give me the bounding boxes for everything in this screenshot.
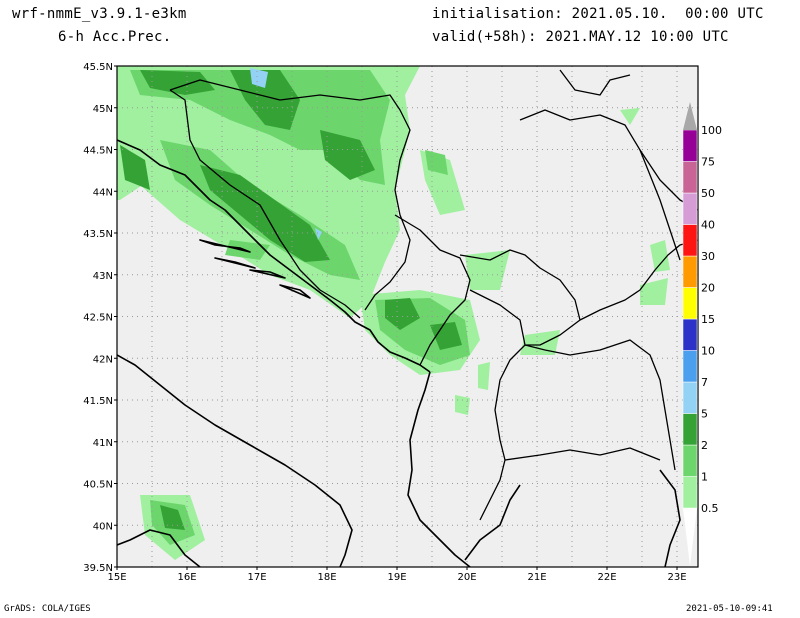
legend-label: 100 (701, 124, 722, 137)
timestamp-label: 2021-05-10-09:41 (686, 604, 773, 614)
lat-label: 45N (93, 104, 113, 115)
legend-label: 50 (701, 187, 715, 200)
lat-lon-grid (117, 66, 698, 567)
model-name: wrf-nmmE_v3.9.1-e3km (12, 6, 187, 22)
legend-swatch (682, 129, 698, 162)
lon-label: 18E (317, 572, 336, 583)
legend-swatch (682, 476, 698, 509)
lon-label: 20E (457, 572, 476, 583)
italy-heel (117, 529, 201, 567)
legend-label: 20 (701, 282, 715, 295)
legend-swatch (682, 287, 698, 320)
lon-label: 22E (597, 572, 616, 583)
legend-swatch (682, 255, 698, 288)
legend-swatch (682, 318, 698, 351)
legend-swatch (682, 224, 698, 257)
lat-label: 44.5N (83, 146, 113, 157)
lat-label: 42.5N (83, 313, 113, 324)
lat-label: 41.5N (83, 396, 113, 407)
latitude-labels: 45.5N 45N 44.5N 44N 43.5N 43N 42.5N 42N 41.5N 41N… (83, 62, 117, 574)
field-name: 6-h Acc.Prec. (58, 29, 172, 45)
color-legend: 0.5 1 2 5 7 10 15 20 30 40 50 75 100 (682, 102, 722, 566)
lat-label: 39.5N (83, 563, 113, 574)
legend-swatch (682, 350, 698, 383)
precipitation-field (117, 66, 698, 567)
legend-label: 10 (701, 345, 715, 358)
island-3 (249, 269, 286, 279)
legend-swatch (682, 192, 698, 225)
lat-label: 40N (93, 521, 113, 532)
precip-water (250, 68, 322, 240)
legend-swatch (682, 413, 698, 446)
lat-label: 41N (93, 438, 113, 449)
legend-arrow-top (683, 102, 697, 130)
island-2 (214, 257, 256, 269)
lat-label: 43N (93, 271, 113, 282)
romania (519, 109, 698, 211)
macedonia-bulgaria (524, 339, 676, 471)
aegean-coast (659, 469, 681, 567)
valid-time: valid(+58h): 2021.MAY.12 10:00 UTC (432, 29, 729, 45)
legend-label: 75 (701, 156, 715, 169)
greece-coast (464, 484, 521, 561)
borders (169, 69, 698, 521)
lat-label: 45.5N (83, 62, 113, 73)
lon-label: 15E (107, 572, 126, 583)
lat-label: 42N (93, 354, 113, 365)
serbia-bulgaria (579, 239, 698, 321)
coastlines (117, 139, 681, 567)
legend-swatch (682, 161, 698, 194)
bosnia-serbia (169, 79, 411, 311)
legend-label: 1 (701, 471, 708, 484)
lon-label: 16E (177, 572, 196, 583)
north-border (559, 69, 631, 96)
credit-label: GrADS: COLA/IGES (4, 604, 91, 614)
longitude-labels: 15E 16E 17E 18E 19E 20E 21E 22E 23E (107, 567, 687, 583)
greece-north (504, 447, 661, 461)
legend-arrow-bottom (683, 508, 697, 566)
island-4 (279, 284, 311, 299)
legend-label: 30 (701, 250, 715, 263)
adriatic-coast-east (117, 139, 431, 373)
lat-label: 40.5N (83, 480, 113, 491)
lon-label: 19E (387, 572, 406, 583)
legend-label: 5 (701, 408, 708, 421)
italy-coast (117, 354, 353, 567)
lat-label: 43.5N (83, 229, 113, 240)
lat-label: 44N (93, 187, 113, 198)
croatia-bosnia (169, 89, 361, 319)
albania-macedonia (469, 289, 526, 521)
legend-label: 0.5 (701, 502, 719, 515)
bulgaria-west (639, 149, 681, 261)
init-time: initialisation: 2021.05.10. 00:00 UTC (432, 6, 764, 22)
legend-label: 7 (701, 376, 708, 389)
montenegro-serbia (394, 214, 471, 366)
legend-label: 2 (701, 439, 708, 452)
albania-coast (407, 371, 471, 567)
legend-swatch (682, 381, 698, 414)
legend-swatch (682, 444, 698, 477)
kosovo (459, 249, 581, 346)
lon-label: 17E (247, 572, 266, 583)
island-1 (199, 239, 251, 253)
lon-label: 23E (667, 572, 686, 583)
lon-label: 21E (527, 572, 546, 583)
legend-label: 15 (701, 313, 715, 326)
legend-label: 40 (701, 219, 715, 232)
